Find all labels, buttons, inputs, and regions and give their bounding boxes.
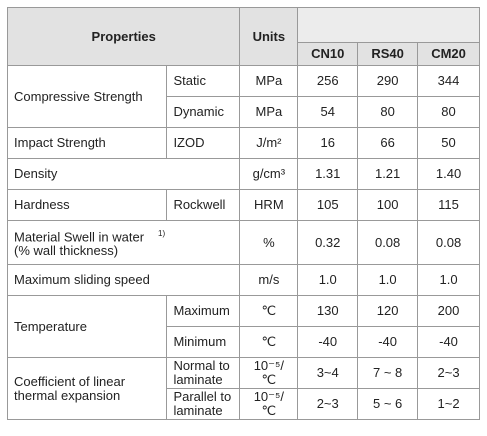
value-cell: 100 (357, 189, 419, 221)
value-cell: 130 (297, 295, 359, 327)
property-cell: Hardness (6, 189, 168, 221)
value-cell: 290 (357, 65, 419, 97)
grade-header: RS40 (357, 42, 419, 66)
condition-cell: Parallel to laminate (166, 388, 241, 420)
units-header: Units (239, 7, 299, 66)
table-row: Impact Strength IZOD J/m² 16 66 50 (6, 127, 480, 159)
value-cell: 1.40 (417, 158, 480, 190)
property-cell: Impact Strength (6, 127, 168, 159)
property-cell: Temperature (6, 295, 168, 358)
table-row: Temperature Maximum ℃ 130 120 200 (6, 295, 480, 358)
value-cell: 1.0 (357, 264, 419, 296)
property-name: Material Swell in water (14, 229, 145, 245)
grade-header: CM20 (417, 42, 480, 66)
condition-cell: Static (166, 65, 241, 97)
property-cell: Coefficient of linear thermal expansion (6, 357, 168, 420)
condition-cell: IZOD (166, 127, 241, 159)
table-row: Minimum ℃ -40 -40 -40 (8, 326, 480, 358)
condition-cell: Dynamic (166, 96, 241, 128)
unit-cell: ℃ (239, 326, 299, 358)
property-cell: Material Swell in water 1) (% wall thickne… (6, 220, 241, 265)
condition-cell: Minimum (166, 326, 241, 358)
property-detail: (% wall thickness) (14, 243, 119, 259)
value-cell: 1~2 (417, 388, 480, 420)
condition-cell: Normal to laminate (166, 357, 241, 389)
value-cell: -40 (297, 326, 359, 358)
value-cell: 80 (417, 96, 480, 128)
table-row: Maximum sliding speed m/s 1.0 1.0 1.0 (6, 264, 480, 296)
unit-cell: 10⁻⁵/℃ (239, 357, 299, 389)
table-row: Density g/cm³ 1.31 1.21 1.40 (6, 158, 480, 190)
table-row: Compressive Strength Static MPa 256 290 344 (6, 65, 480, 128)
value-cell: 2~3 (297, 388, 359, 420)
value-cell: 200 (417, 295, 480, 327)
value-cell: 3~4 (297, 357, 359, 389)
condition-cell: Maximum (166, 295, 241, 327)
value-cell: 0.08 (357, 220, 419, 265)
unit-cell: 10⁻⁵/℃ (239, 388, 299, 420)
value-cell: 344 (417, 65, 480, 97)
value-cell: 2~3 (417, 357, 480, 389)
unit-cell: % (239, 220, 299, 265)
value-cell: 1.0 (417, 264, 480, 296)
unit-cell: m/s (239, 264, 299, 296)
property-cell: Density (6, 158, 241, 190)
value-cell: 1.21 (357, 158, 419, 190)
value-cell: 256 (297, 65, 359, 97)
property-name: Coefficient of linear thermal expansion (14, 373, 126, 403)
value-cell: 115 (417, 189, 480, 221)
value-cell: 1.0 (297, 264, 359, 296)
grade-header: CN10 (297, 42, 359, 66)
unit-cell: ℃ (239, 295, 299, 327)
value-cell: 0.08 (417, 220, 480, 265)
header-blank (297, 7, 480, 43)
condition-cell: Rockwell (166, 189, 241, 221)
table-body: Compressive Strength Static MPa 256 290 344 Dy… (6, 65, 480, 420)
value-cell: 66 (357, 127, 419, 159)
table-row: Dynamic MPa 54 80 80 (8, 96, 480, 128)
value-cell: 0.32 (297, 220, 359, 265)
table-row: Hardness Rockwell HRM 105 100 115 (6, 189, 480, 221)
unit-cell: J/m² (239, 127, 299, 159)
unit-cell: g/cm³ (239, 158, 299, 190)
value-cell: 50 (417, 127, 480, 159)
property-name: Density (14, 166, 58, 181)
unit-cell: MPa (239, 65, 299, 97)
unit-cell: HRM (239, 189, 299, 221)
property-note: 1) (158, 228, 166, 238)
properties-table: Properties Units CN10 RS40 CM20 Compress… (6, 7, 480, 420)
property-cell: Maximum sliding speed (6, 264, 241, 296)
properties-header: Properties (6, 7, 241, 66)
value-cell: -40 (357, 326, 419, 358)
value-cell: 7 ~ 8 (357, 357, 419, 389)
value-cell: 1.31 (297, 158, 359, 190)
property-name: Hardness (14, 197, 70, 212)
value-cell: 16 (297, 127, 359, 159)
value-cell: -40 (417, 326, 480, 358)
property-name: Impact Strength (14, 135, 106, 150)
value-cell: 80 (357, 96, 419, 128)
property-name: Maximum sliding speed (14, 272, 150, 287)
unit-cell: MPa (239, 96, 299, 128)
table-row: Coefficient of linear thermal expansion N… (6, 357, 480, 420)
property-cell: Compressive Strength (6, 65, 168, 128)
value-cell: 54 (297, 96, 359, 128)
value-cell: 120 (357, 295, 419, 327)
value-cell: 5 ~ 6 (357, 388, 419, 420)
table-row: Parallel to laminate 10⁻⁵/℃ 2~3 5 ~ 6 1~2 (8, 388, 480, 420)
property-name: Compressive Strength (14, 88, 143, 104)
table-row: Material Swell in water 1) (% wall thickne… (6, 220, 480, 265)
property-name: Temperature (14, 318, 87, 334)
value-cell: 105 (297, 189, 359, 221)
